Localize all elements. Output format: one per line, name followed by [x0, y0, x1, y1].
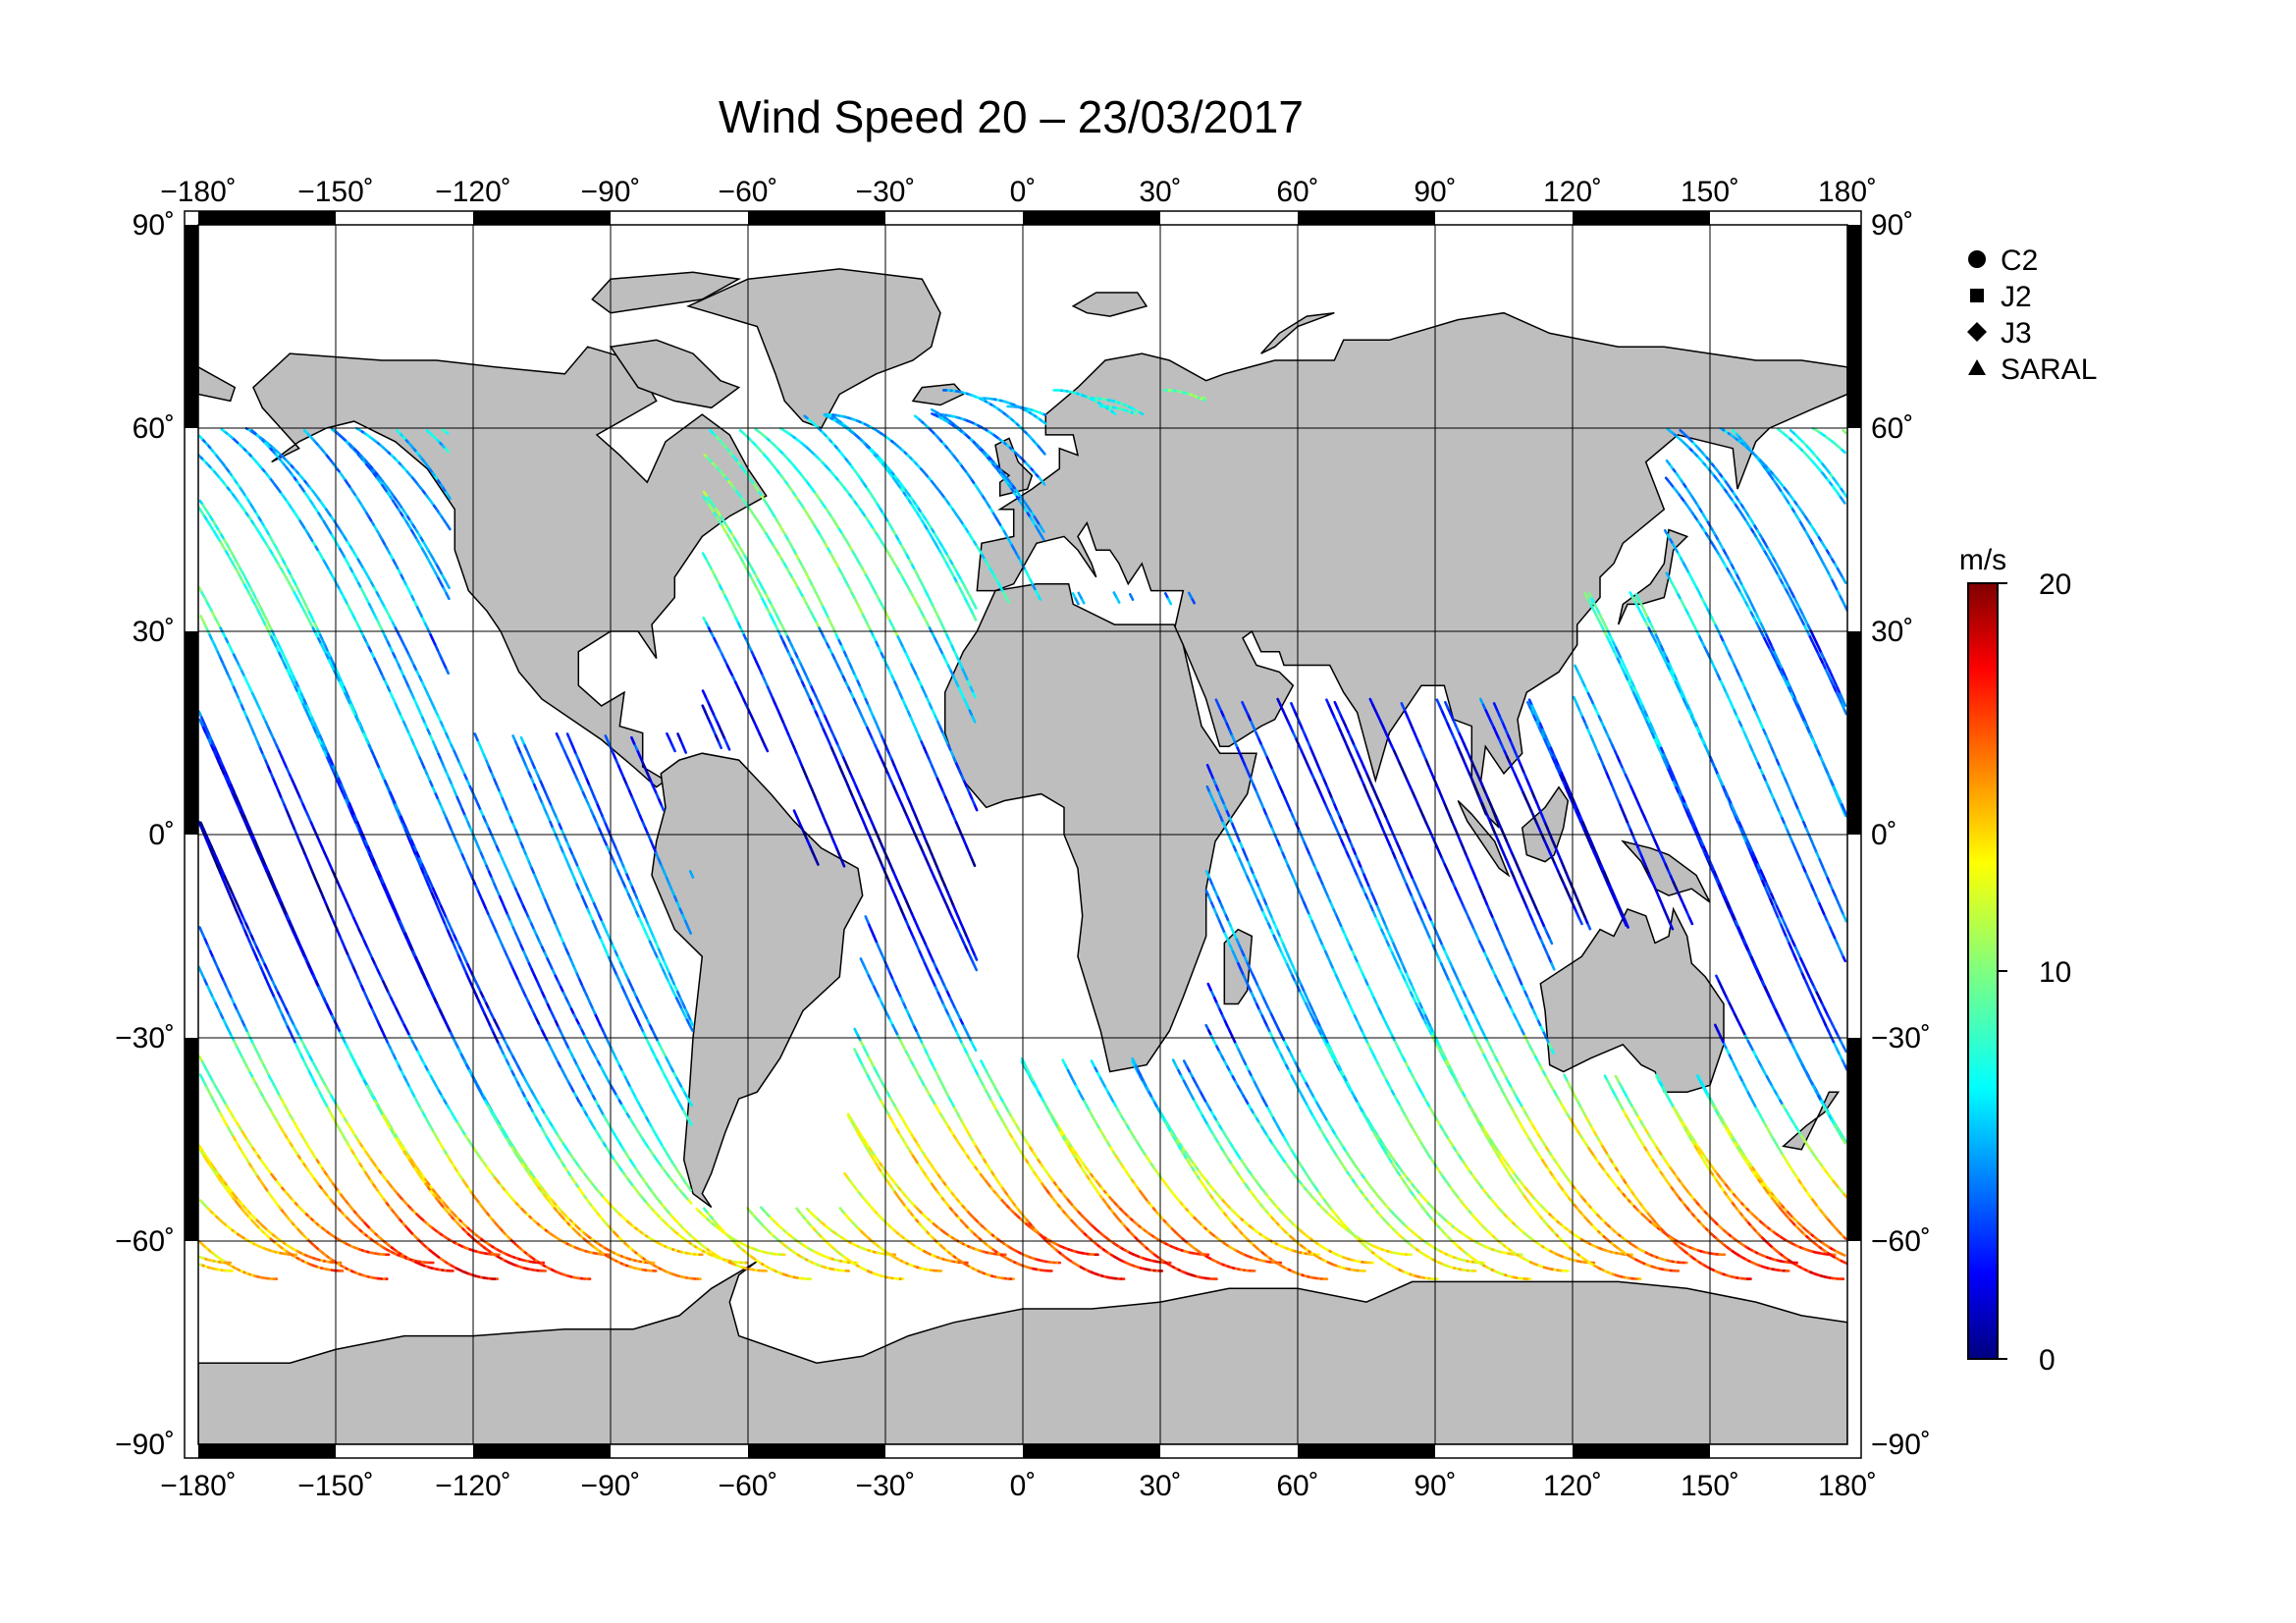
track-segment — [330, 427, 337, 433]
land-australia — [1539, 906, 1725, 1093]
track-segment — [1583, 591, 1589, 600]
land-eurasia — [976, 311, 1847, 829]
land-masses — [198, 268, 1847, 1444]
track-segment — [220, 427, 226, 433]
track-segment — [1526, 700, 1532, 710]
land-greenland — [686, 268, 941, 429]
track-segment — [1634, 592, 1640, 602]
track-segment — [717, 740, 723, 750]
track-segment — [1714, 1023, 1720, 1032]
track-segment — [687, 1118, 693, 1127]
track-segment — [686, 926, 693, 935]
track-segment — [1777, 427, 1783, 433]
track-segment — [1041, 420, 1047, 425]
track-segment — [198, 1144, 204, 1152]
land-sumatra — [1457, 799, 1511, 878]
track-segment — [1139, 410, 1145, 416]
land-novaya-zemlya — [1260, 311, 1335, 354]
track-segment — [1665, 571, 1671, 580]
land-svalbard — [1071, 292, 1148, 317]
track-segment — [446, 523, 452, 531]
track-segment — [445, 592, 451, 601]
track-segment — [198, 1240, 204, 1246]
track-segment — [444, 447, 450, 454]
land-kamchatka-alaska-east — [198, 366, 237, 403]
track-segment — [1573, 695, 1578, 705]
land-baffin-island — [609, 339, 741, 409]
track-segment — [198, 820, 203, 830]
map-title: Wind Speed 20 – 23/03/2017 — [719, 91, 1304, 142]
land-south-america — [651, 752, 864, 1209]
track-segment — [198, 965, 203, 975]
land-ellesmere — [591, 271, 742, 314]
track-segment — [688, 1023, 694, 1032]
track-segment — [441, 427, 447, 433]
track-segment — [198, 1073, 205, 1082]
track-segment — [1666, 427, 1672, 433]
land-north-america — [252, 346, 768, 788]
track-segment — [687, 1199, 693, 1205]
track-segment — [670, 743, 676, 753]
